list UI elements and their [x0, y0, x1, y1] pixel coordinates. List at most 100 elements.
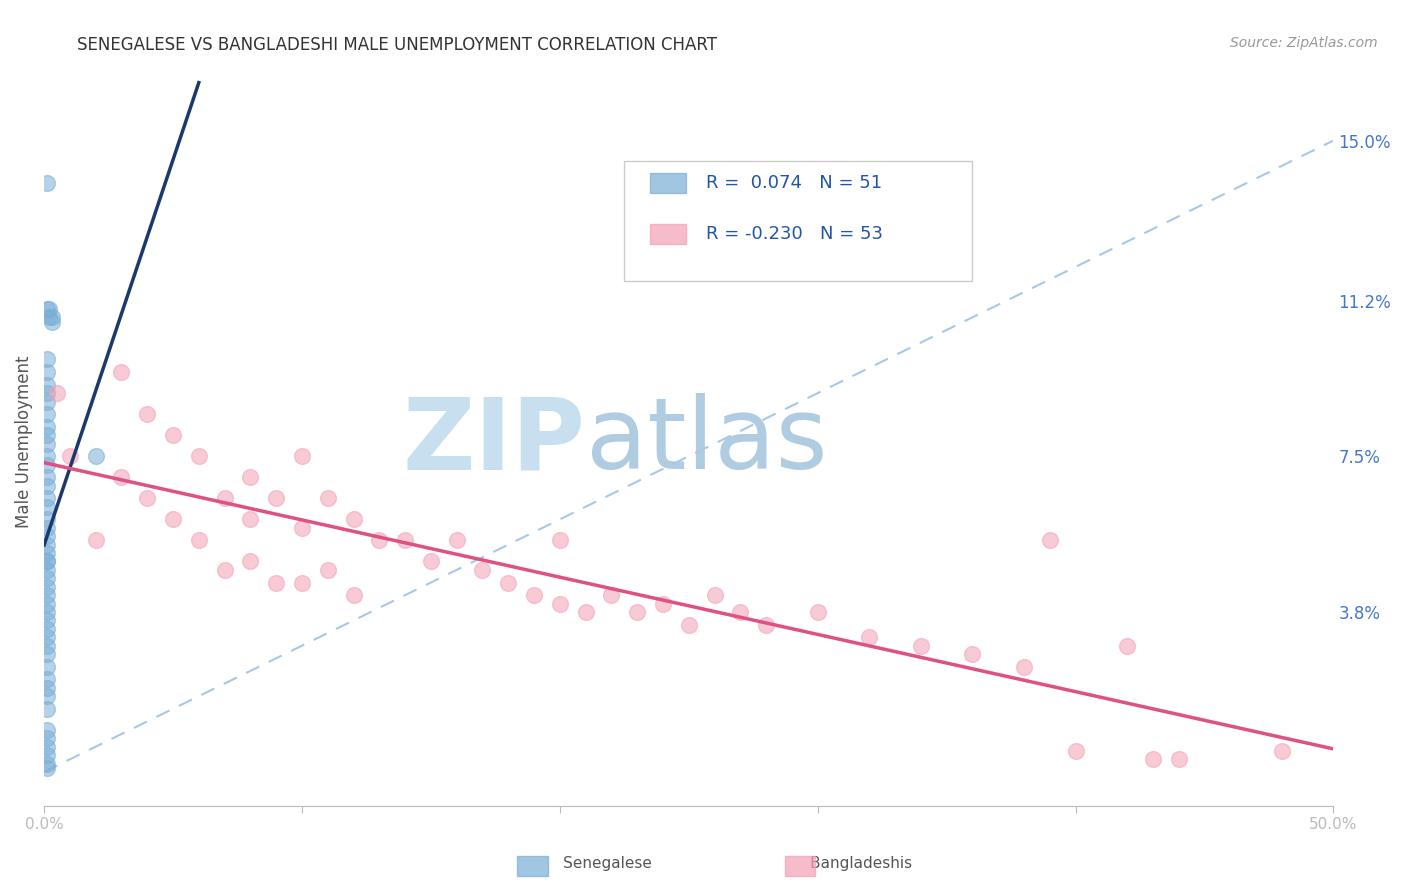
Point [342, 512, 364, 526]
Point [962, 647, 984, 661]
Point [316, 491, 339, 506]
Point [35, 622, 58, 636]
Point [35, 580, 58, 594]
Point [41, 314, 63, 328]
Point [35, 588, 58, 602]
Point [35, 538, 58, 552]
Text: Source: ZipAtlas.com: Source: ZipAtlas.com [1230, 36, 1378, 50]
Point [1142, 752, 1164, 766]
Point [35, 479, 58, 493]
FancyBboxPatch shape [624, 161, 973, 281]
Point [35, 597, 58, 611]
Point [575, 605, 598, 619]
Text: R = -0.230   N = 53: R = -0.230 N = 53 [706, 225, 883, 243]
Point [35, 176, 58, 190]
Point [1116, 639, 1139, 653]
Point [46, 386, 69, 401]
Point [291, 575, 314, 590]
Point [35, 365, 58, 379]
Point [730, 605, 752, 619]
Point [35, 563, 58, 577]
Point [1064, 744, 1087, 758]
Point [703, 588, 725, 602]
Point [394, 533, 416, 548]
Point [35, 731, 58, 746]
Point [35, 428, 58, 442]
Point [35, 449, 58, 463]
Point [35, 723, 58, 737]
Point [35, 689, 58, 703]
Point [35, 673, 58, 687]
Point [600, 588, 623, 602]
Text: R =  0.074   N = 51: R = 0.074 N = 51 [706, 174, 882, 192]
Point [214, 491, 236, 506]
Point [35, 571, 58, 585]
Point [35, 529, 58, 543]
Point [187, 533, 209, 548]
Point [136, 407, 159, 421]
Text: ZIP: ZIP [402, 393, 586, 490]
Point [35, 394, 58, 409]
Point [316, 563, 339, 577]
Point [35, 458, 58, 472]
Point [291, 521, 314, 535]
Point [38, 301, 60, 316]
Point [626, 605, 648, 619]
Point [35, 352, 58, 367]
Point [291, 449, 314, 463]
Point [35, 614, 58, 628]
Point [35, 554, 58, 568]
Point [84, 533, 107, 548]
Point [35, 436, 58, 450]
Point [110, 470, 132, 484]
Point [84, 449, 107, 463]
Point [162, 512, 184, 526]
Point [446, 533, 468, 548]
Point [652, 597, 675, 611]
Point [35, 407, 58, 421]
Point [858, 630, 880, 644]
Y-axis label: Male Unemployment: Male Unemployment [15, 355, 32, 528]
Point [239, 470, 262, 484]
Point [807, 605, 830, 619]
Point [419, 554, 441, 568]
Point [1167, 752, 1189, 766]
Point [35, 630, 58, 644]
Point [264, 491, 287, 506]
Point [755, 617, 778, 632]
Point [342, 588, 364, 602]
Point [110, 365, 132, 379]
Point [35, 554, 58, 568]
Point [1012, 659, 1035, 673]
Point [678, 617, 700, 632]
Point [239, 554, 262, 568]
Point [136, 491, 159, 506]
Point [35, 639, 58, 653]
Text: atlas: atlas [586, 393, 827, 490]
Point [35, 491, 58, 506]
Point [59, 449, 82, 463]
Point [1039, 533, 1062, 548]
Point [41, 310, 63, 325]
Text: Bangladeshis: Bangladeshis [776, 856, 911, 871]
Point [35, 702, 58, 716]
FancyBboxPatch shape [650, 224, 686, 244]
Point [35, 681, 58, 695]
Point [162, 428, 184, 442]
Point [35, 761, 58, 775]
Point [35, 512, 58, 526]
Point [496, 575, 519, 590]
Point [471, 563, 494, 577]
Point [548, 597, 571, 611]
Point [35, 748, 58, 763]
Point [368, 533, 391, 548]
Point [35, 521, 58, 535]
Point [35, 739, 58, 754]
Point [38, 310, 60, 325]
Point [548, 533, 571, 548]
Point [35, 470, 58, 484]
Text: SENEGALESE VS BANGLADESHI MALE UNEMPLOYMENT CORRELATION CHART: SENEGALESE VS BANGLADESHI MALE UNEMPLOYM… [77, 36, 717, 54]
Point [35, 546, 58, 560]
Point [35, 386, 58, 401]
Point [187, 449, 209, 463]
